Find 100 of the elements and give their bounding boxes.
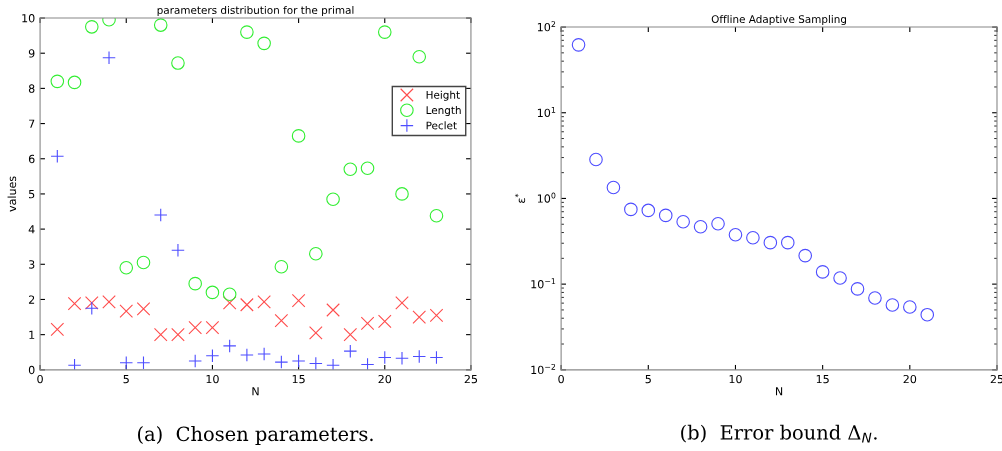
point [240,25,254,39]
point [274,355,289,369]
point [641,203,656,218]
x-tick-label: 25 [464,374,478,384]
point [222,339,237,353]
point [815,265,830,279]
point [850,282,865,296]
point [309,326,323,340]
legend-label: Peclet [426,121,457,130]
point [171,327,185,342]
x-tick-label: 5 [645,375,651,384]
point [711,216,725,231]
point [326,358,340,370]
point [343,162,358,177]
y-tick-label: 10$^{−1}$ [531,278,556,289]
text: (b) Error bound Δ$_{N}$. [681,424,877,443]
point [377,314,392,329]
point [833,271,847,285]
y-tick-label: 0 [28,365,35,375]
point [188,276,202,291]
y-tick-label: 4 [28,225,35,234]
x-tick-label: 15 [292,375,305,384]
y-tick-label: 10 [22,14,35,23]
point [746,230,760,245]
point [102,50,116,65]
point [360,161,375,176]
x-axis-title: N [775,387,783,396]
point [257,347,271,361]
point [222,287,237,301]
point [222,296,237,310]
text: (a) Chosen parameters. [138,426,373,445]
point [257,36,271,51]
y-tick-label: 5 [29,190,35,199]
point [291,129,306,143]
x-tick-label: 5 [123,375,129,384]
point [624,202,638,217]
point [920,307,935,322]
point [606,180,621,195]
point [693,219,708,234]
point [763,235,778,250]
x-tick-label: 10 [729,374,742,384]
point [395,351,409,366]
point [136,302,151,316]
y-tick-label: 10$^{1}$ [537,106,556,118]
point [153,18,168,32]
point [780,235,795,250]
point [84,20,99,34]
point [171,56,185,70]
point [395,296,409,310]
x-tick-label: 20 [378,374,392,384]
point [360,316,375,331]
point [326,192,340,207]
y-tick-label: 10$^{2}$ [537,21,556,32]
y-tick-label: 7 [29,119,35,128]
point [274,259,289,274]
y-tick-label: 9 [28,49,35,58]
point [257,295,271,309]
point [153,208,168,222]
point [412,49,427,64]
point [429,208,444,223]
point [205,285,220,300]
point [50,322,65,337]
point [868,291,882,305]
point [885,298,900,312]
point [676,214,690,229]
y-tick-label: 3 [29,260,35,269]
point [728,227,743,242]
point [798,248,813,263]
y-tick-label: 1 [29,330,35,339]
chart-title: parameters distribution for the primal [157,5,354,17]
point [377,25,392,39]
y-tick-label: 10$^{−2}$ [531,363,556,375]
point [67,358,82,370]
point [240,348,254,362]
point [67,296,82,311]
point [136,355,151,370]
chart-title: Offline Adaptive Sampling [711,14,847,26]
x-tick-label: 0 [37,374,43,384]
point [205,320,220,335]
point [326,303,340,317]
point [429,308,444,323]
point [658,208,673,223]
y-tick-label: 6 [28,154,35,164]
x-tick-label: 20 [903,374,917,384]
x-tick-label: 0 [558,374,564,384]
point [395,187,409,201]
point [291,354,306,368]
point [188,320,202,335]
legend-label: Length [426,106,461,117]
x-tick-label: 15 [816,375,829,384]
point [589,152,603,167]
point [274,313,289,328]
y-axis-title: values [7,176,17,212]
point [171,243,185,258]
point [84,296,99,310]
point [153,327,168,342]
point [571,38,586,52]
point [50,74,65,89]
point [102,295,116,309]
point [343,327,358,342]
